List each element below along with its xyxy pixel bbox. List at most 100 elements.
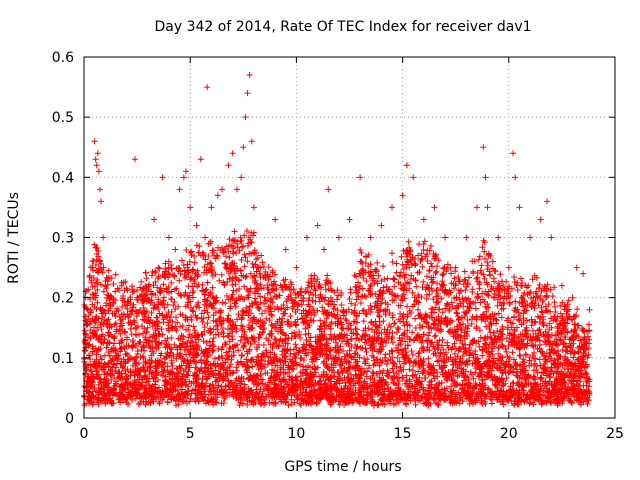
- data-point: [262, 353, 269, 360]
- data-point: [415, 252, 422, 259]
- data-point: [209, 250, 216, 257]
- data-point: [242, 390, 249, 397]
- data-point: [439, 309, 446, 316]
- data-point: [105, 363, 112, 370]
- data-point: [302, 364, 309, 371]
- data-point: [168, 266, 175, 273]
- data-point: [207, 388, 214, 395]
- data-point: [371, 345, 378, 352]
- data-point: [360, 327, 367, 334]
- data-point: [94, 269, 101, 276]
- data-point: [554, 355, 561, 362]
- data-point: [359, 285, 366, 292]
- data-point: [156, 400, 163, 407]
- data-point: [270, 341, 277, 348]
- data-point: [227, 305, 234, 312]
- data-point: [551, 303, 558, 310]
- data-point: [454, 302, 461, 309]
- data-point: [323, 315, 330, 322]
- data-point: [143, 398, 150, 405]
- data-point: [469, 340, 476, 347]
- data-point: [317, 396, 324, 403]
- data-point: [213, 399, 220, 406]
- data-point: [390, 360, 397, 367]
- data-point: [537, 395, 544, 402]
- data-point: [314, 400, 321, 407]
- data-point: [398, 269, 405, 276]
- data-point: [269, 344, 276, 351]
- data-point: [475, 256, 482, 263]
- data-point: [289, 376, 296, 383]
- data-point: [573, 333, 580, 340]
- data-point: [503, 335, 510, 342]
- data-point: [205, 327, 212, 334]
- data-point: [406, 285, 413, 292]
- data-point: [130, 362, 137, 369]
- data-point: [538, 401, 545, 408]
- data-point: [367, 302, 374, 309]
- data-point: [215, 331, 222, 338]
- data-point: [438, 295, 445, 302]
- data-point: [566, 306, 573, 313]
- data-point: [306, 309, 313, 316]
- data-point: [241, 232, 248, 239]
- data-point: [112, 288, 119, 295]
- data-point: [342, 385, 349, 392]
- data-point: [225, 296, 232, 303]
- data-point: [521, 289, 528, 296]
- data-point: [203, 267, 210, 274]
- data-point: [275, 306, 282, 313]
- data-point: [226, 392, 233, 399]
- data-point: [138, 278, 145, 285]
- data-point: [526, 399, 533, 406]
- data-point: [363, 392, 370, 399]
- data-point: [490, 265, 497, 272]
- data-point: [185, 362, 192, 369]
- data-point: [556, 336, 563, 343]
- data-point: [473, 365, 480, 372]
- data-point: [231, 262, 238, 269]
- data-point: [244, 401, 251, 408]
- data-point: [484, 262, 491, 269]
- data-point: [354, 343, 361, 350]
- data-point: [97, 281, 104, 288]
- data-point: [527, 381, 534, 388]
- data-point: [565, 383, 572, 390]
- data-point: [527, 289, 534, 296]
- data-point: [500, 282, 507, 289]
- data-point: [510, 380, 517, 387]
- data-point: [441, 358, 448, 365]
- data-point: [311, 283, 318, 290]
- data-point: [104, 320, 111, 327]
- data-point: [394, 347, 401, 354]
- data-point: [432, 332, 439, 339]
- data-point: [252, 277, 259, 284]
- data-point: [372, 268, 379, 275]
- data-point: [198, 347, 205, 354]
- data-point: [526, 354, 533, 361]
- data-point: [240, 243, 247, 250]
- data-point: [385, 357, 392, 364]
- data-point: [316, 347, 323, 354]
- data-point: [427, 243, 434, 250]
- data-point: [434, 280, 441, 287]
- data-point: [418, 393, 425, 400]
- data-point: [263, 315, 270, 322]
- data-point: [241, 251, 248, 258]
- data-point: [83, 388, 90, 395]
- data-point: [382, 299, 389, 306]
- data-point: [152, 269, 159, 276]
- data-point: [429, 288, 436, 295]
- data-point: [532, 392, 539, 399]
- data-point: [465, 274, 472, 281]
- data-point: [243, 393, 250, 400]
- data-point: [574, 388, 581, 395]
- data-point: [406, 366, 413, 373]
- data-point: [366, 273, 373, 280]
- data-point: [477, 334, 484, 341]
- data-point: [555, 328, 562, 335]
- data-point: [571, 349, 578, 356]
- data-point: [547, 286, 554, 293]
- data-point: [580, 382, 587, 389]
- data-point: [366, 392, 373, 399]
